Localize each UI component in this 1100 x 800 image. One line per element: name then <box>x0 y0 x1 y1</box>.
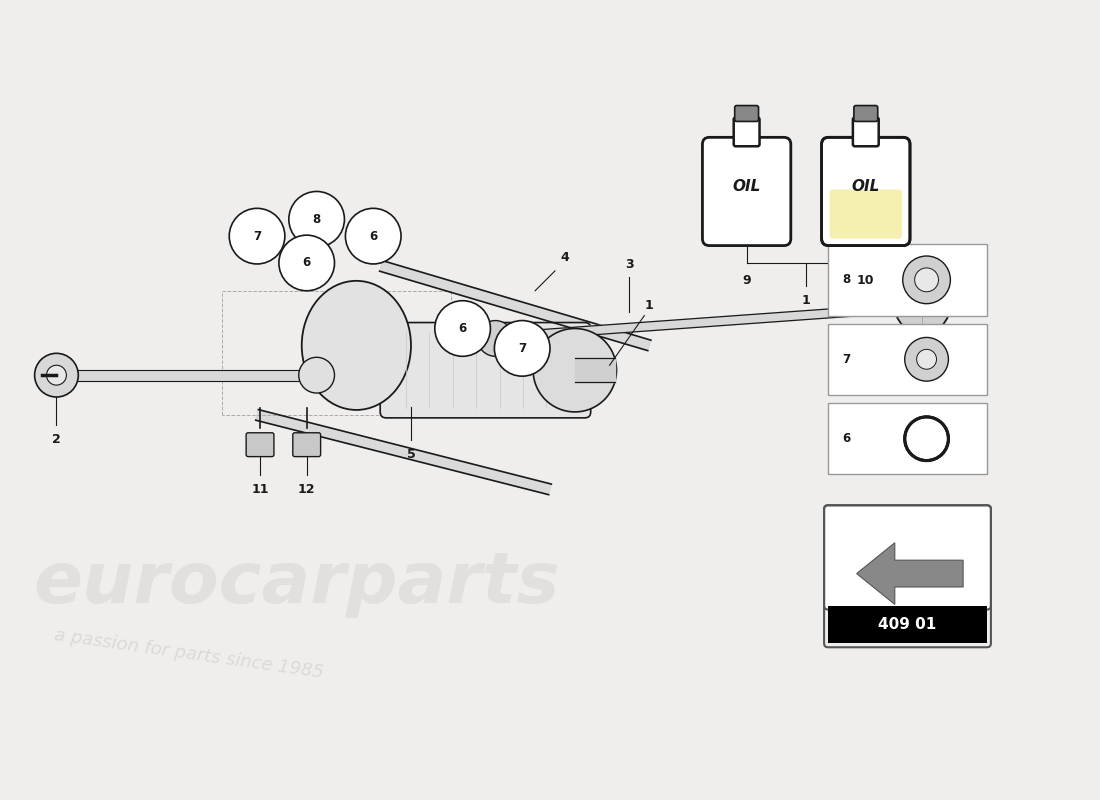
Circle shape <box>289 191 344 247</box>
FancyBboxPatch shape <box>381 322 591 418</box>
Circle shape <box>299 358 334 393</box>
Text: 8: 8 <box>842 274 850 286</box>
Circle shape <box>46 366 66 385</box>
Text: OIL: OIL <box>851 179 880 194</box>
FancyBboxPatch shape <box>824 506 991 610</box>
Text: 2: 2 <box>52 434 60 446</box>
Text: 12: 12 <box>298 483 316 496</box>
FancyBboxPatch shape <box>822 138 910 246</box>
Polygon shape <box>857 542 964 605</box>
Circle shape <box>915 268 938 292</box>
Text: 3: 3 <box>625 258 634 271</box>
FancyBboxPatch shape <box>246 433 274 457</box>
Text: 7: 7 <box>842 353 850 366</box>
FancyBboxPatch shape <box>828 403 987 474</box>
Text: 1: 1 <box>802 294 811 307</box>
FancyBboxPatch shape <box>828 323 987 395</box>
Text: eurocarparts: eurocarparts <box>34 550 560 618</box>
Polygon shape <box>379 261 651 350</box>
Text: 4: 4 <box>561 251 570 265</box>
Circle shape <box>279 235 334 290</box>
Text: 5: 5 <box>407 448 416 461</box>
Text: 6: 6 <box>302 257 311 270</box>
Text: 7: 7 <box>253 230 261 242</box>
FancyBboxPatch shape <box>828 606 987 643</box>
Circle shape <box>494 321 550 376</box>
Text: 7: 7 <box>518 342 526 355</box>
Text: OIL: OIL <box>733 179 761 194</box>
Circle shape <box>345 208 401 264</box>
FancyBboxPatch shape <box>828 244 987 315</box>
Circle shape <box>904 417 948 461</box>
Circle shape <box>534 329 616 412</box>
Circle shape <box>894 278 950 334</box>
Circle shape <box>229 208 285 264</box>
FancyBboxPatch shape <box>829 190 902 238</box>
Text: a passion for parts since 1985: a passion for parts since 1985 <box>54 626 326 682</box>
Circle shape <box>903 256 950 304</box>
Circle shape <box>434 301 491 356</box>
Text: 8: 8 <box>312 213 321 226</box>
FancyBboxPatch shape <box>734 118 759 146</box>
Polygon shape <box>481 302 937 343</box>
FancyBboxPatch shape <box>293 433 320 457</box>
FancyBboxPatch shape <box>735 106 759 122</box>
Circle shape <box>477 321 514 356</box>
FancyBboxPatch shape <box>703 138 791 246</box>
Text: 6: 6 <box>842 432 850 446</box>
Text: 10: 10 <box>857 274 874 287</box>
Ellipse shape <box>301 281 411 410</box>
Text: 6: 6 <box>370 230 377 242</box>
Text: 9: 9 <box>742 274 751 287</box>
FancyBboxPatch shape <box>854 106 878 122</box>
Polygon shape <box>255 410 551 494</box>
Text: 6: 6 <box>459 322 466 335</box>
Text: 1: 1 <box>645 299 653 312</box>
Text: 409 01: 409 01 <box>879 617 936 632</box>
Circle shape <box>916 350 936 370</box>
Circle shape <box>34 354 78 397</box>
FancyBboxPatch shape <box>852 118 879 146</box>
Text: 11: 11 <box>251 483 268 496</box>
Circle shape <box>904 338 948 381</box>
